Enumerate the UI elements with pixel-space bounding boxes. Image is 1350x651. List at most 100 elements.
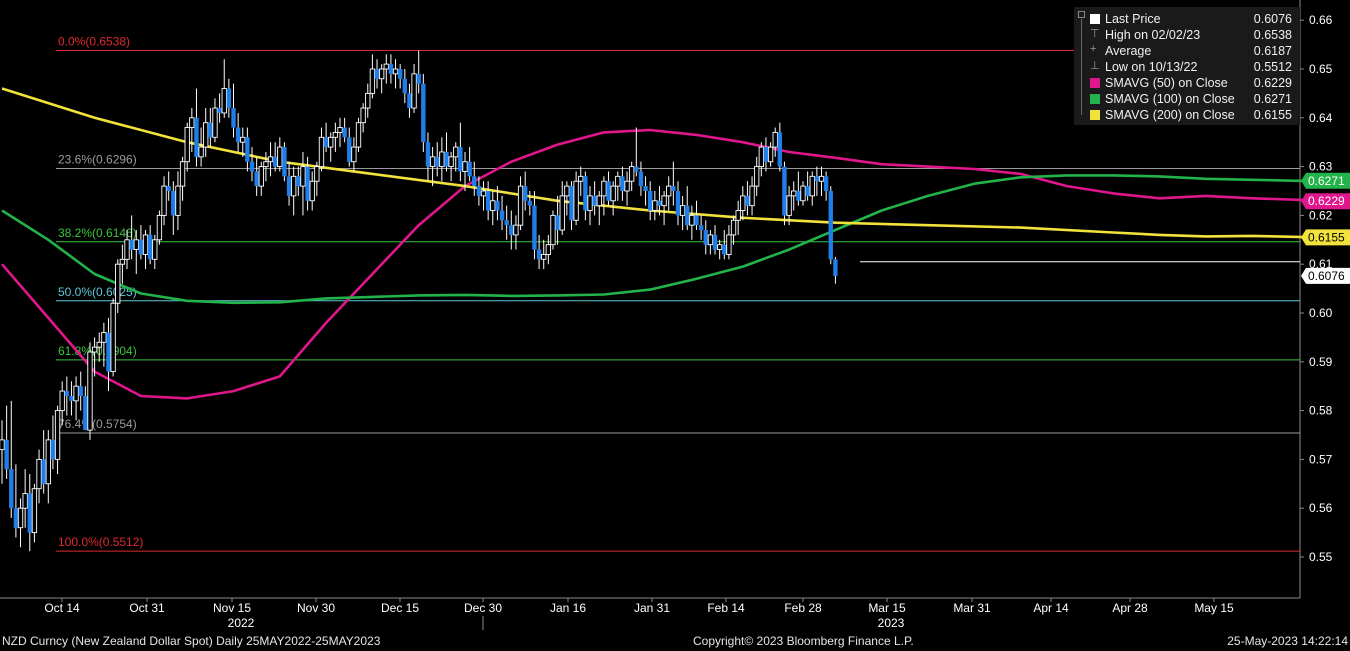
candle-body (522, 186, 528, 201)
y-tick-label: 0.66 (1309, 13, 1333, 27)
candle-body (495, 200, 500, 211)
candle-body (624, 180, 630, 192)
candle-body (231, 108, 236, 128)
candle-body (208, 122, 213, 138)
candle-body (429, 156, 436, 168)
candle-body (823, 176, 829, 191)
y-tick-label: 0.58 (1309, 404, 1333, 418)
legend-label: High on 02/02/23 (1105, 28, 1201, 42)
candle-body (254, 171, 259, 187)
candle-body (402, 78, 408, 94)
x-tick-label: Jan 31 (634, 601, 670, 615)
y-tick-label: 0.62 (1309, 208, 1333, 222)
candle-body (351, 146, 357, 163)
candle-body (189, 117, 195, 129)
candle-body (800, 185, 806, 202)
candle-body (648, 191, 653, 211)
x-year-label: 2022 (228, 616, 255, 630)
candle-body (758, 146, 764, 168)
candle-body (536, 249, 542, 260)
candle-body (749, 185, 755, 207)
x-tick-label: Jan 16 (550, 601, 586, 615)
price-tag (1301, 172, 1350, 189)
candle-body (59, 390, 65, 412)
candle-body (91, 346, 98, 353)
candle-body (318, 136, 325, 168)
legend-swatch (1090, 78, 1100, 88)
candle-body (550, 214, 556, 246)
candle-body (133, 239, 139, 251)
candle-body (203, 122, 209, 148)
x-tick-label: Oct 31 (129, 601, 165, 615)
candle-body (277, 146, 283, 168)
candle-body (652, 200, 658, 211)
legend-collapse-box[interactable] (1078, 11, 1085, 18)
legend-swatch (1090, 14, 1100, 24)
candle-body (707, 234, 714, 246)
price-tag-label: 0.6271 (1308, 174, 1345, 188)
candle-body (147, 234, 153, 260)
candle-body (671, 186, 676, 191)
candle-body (166, 186, 171, 191)
legend-marker-icon: ⊤ (1090, 28, 1100, 40)
candle-body (240, 136, 246, 143)
candle-body (106, 332, 111, 372)
candle-body (41, 459, 46, 484)
candle-body (138, 239, 144, 255)
candle-body (31, 488, 38, 534)
price-tag (1301, 193, 1350, 210)
candle-body (300, 166, 306, 187)
candle-body (444, 151, 449, 167)
candle-body (184, 127, 190, 163)
candle-body (161, 185, 167, 216)
candle-body (791, 190, 797, 197)
candle-body (425, 142, 431, 167)
candle-body (13, 508, 19, 528)
x-tick-label: Oct 14 (44, 601, 80, 615)
legend-item: SMAVG (200) on Close 0.6155 (1074, 108, 1300, 124)
candle-body (458, 147, 463, 172)
legend-value: 0.6229 (1253, 76, 1292, 90)
legend-value: 0.6271 (1253, 92, 1292, 106)
candle-body (119, 258, 126, 265)
x-tick-label: Dec 30 (464, 601, 502, 615)
candle-body (796, 191, 801, 201)
candle-body (323, 137, 329, 148)
candle-body (643, 186, 648, 191)
candle-body (814, 176, 820, 182)
candle-body (782, 166, 787, 216)
fib-level-label: 61.8%(0.5904) (58, 344, 137, 358)
y-tick-label: 0.63 (1309, 160, 1333, 174)
candle-body (527, 200, 533, 206)
candle-body (152, 239, 158, 260)
legend-value: 0.6076 (1253, 12, 1292, 26)
candle-body (421, 83, 426, 143)
candle-body (383, 63, 389, 70)
chart-legend: Last Price 0.6076 ⊤ High on 02/02/23 0.6538 +… (1074, 7, 1300, 125)
candle-body (129, 239, 134, 250)
candle-body (504, 220, 509, 226)
legend-item: + Average 0.6187 (1074, 43, 1300, 60)
candle-body (805, 186, 810, 196)
candle-body (282, 147, 287, 177)
candle-body (767, 146, 774, 163)
candle-body (439, 151, 445, 168)
x-tick-label: Apr 28 (1112, 601, 1148, 615)
x-tick-label: Mar 15 (868, 601, 906, 615)
candle-body (115, 263, 121, 304)
candle-body (675, 191, 681, 216)
candle-body (267, 156, 274, 163)
candle-body (226, 88, 232, 109)
candle-body (0, 439, 5, 451)
candle-body (564, 185, 570, 197)
candle-body (476, 186, 482, 196)
candle-body (272, 156, 278, 167)
candle-body (263, 161, 269, 168)
candle-body (657, 200, 662, 206)
price-tag (1301, 229, 1350, 246)
candle-body (726, 234, 732, 255)
candle-body (578, 175, 584, 182)
candle-body (666, 185, 672, 197)
legend-label: SMAVG (200) on Close (1105, 108, 1235, 122)
candle-body (22, 493, 28, 509)
